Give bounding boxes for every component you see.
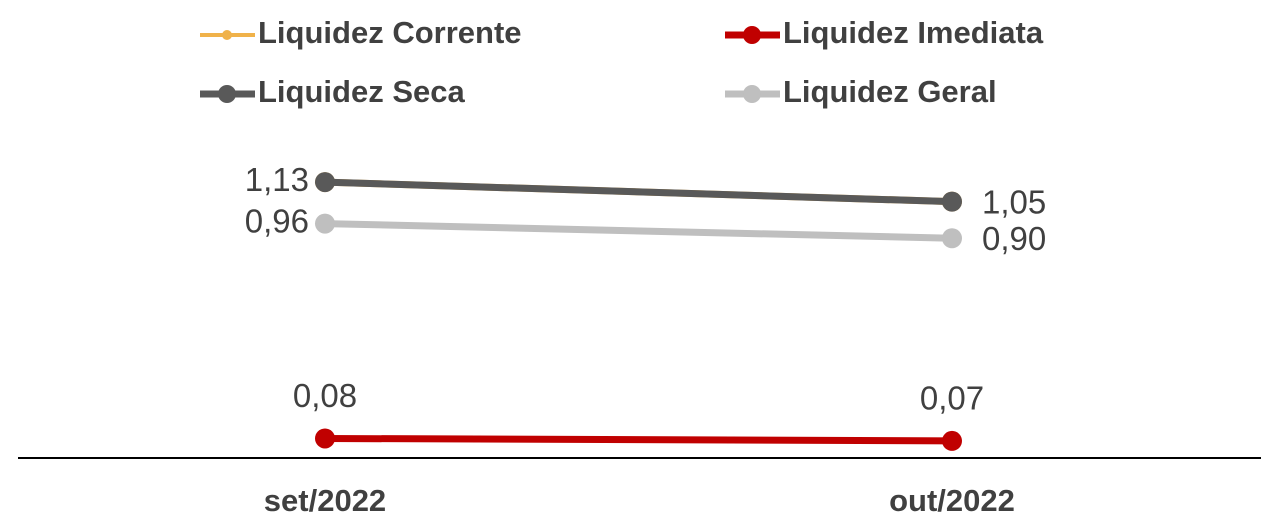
x-tick-label: out/2022 [889,483,1015,518]
legend-marker [222,30,232,40]
legend-label: Liquidez Imediata [783,15,1044,50]
point [942,191,962,212]
point [942,228,962,249]
data-label: 1,13 [245,161,309,198]
x-tick-label: set/2022 [264,483,386,518]
series-line [324,434,953,445]
data-label: 0,96 [245,202,309,239]
legend-marker [218,85,236,103]
legend-label: Liquidez Geral [783,74,997,109]
series-line [324,178,953,206]
data-label: 0,07 [920,380,984,417]
data-label: 0,90 [982,220,1046,257]
legend-marker [743,26,761,44]
point [315,213,335,234]
point [942,430,962,451]
legend-label: Liquidez Corrente [258,15,522,50]
legend-label: Liquidez Seca [258,74,465,109]
point [315,172,335,193]
data-label: 0,08 [293,377,357,414]
series-line [324,220,953,242]
legend-marker [743,85,761,103]
data-label: 1,05 [982,183,1046,220]
point [315,428,335,449]
